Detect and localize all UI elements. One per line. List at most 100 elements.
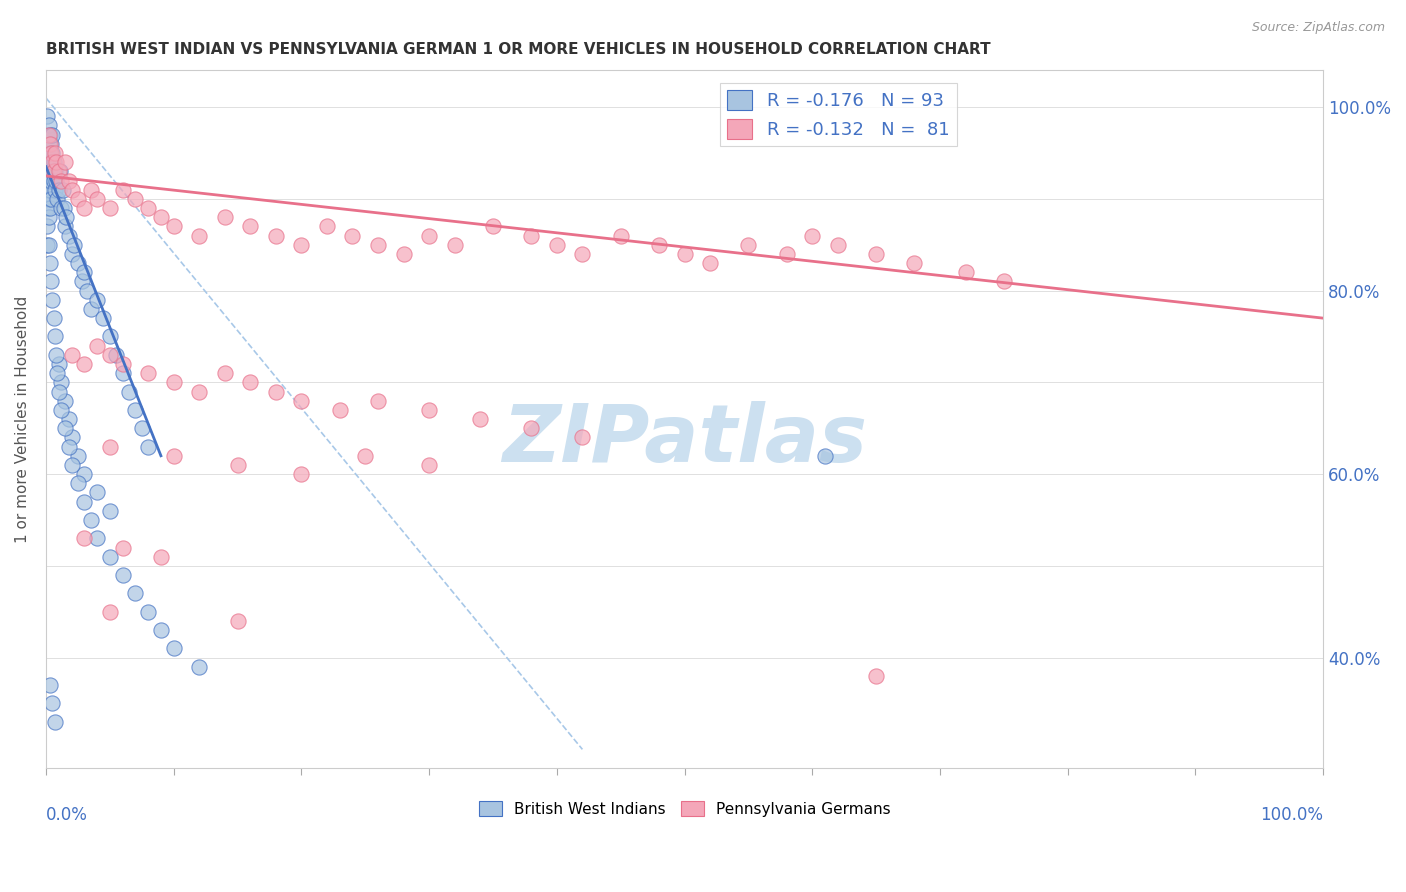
Point <box>38 173 60 187</box>
Point <box>46 366 69 380</box>
Point <box>98 348 121 362</box>
Text: Source: ZipAtlas.com: Source: ZipAtlas.com <box>1251 21 1385 34</box>
Point <box>63 237 86 252</box>
Point <box>37 201 59 215</box>
Point <box>53 155 76 169</box>
Point <box>44 146 66 161</box>
Point <box>136 440 159 454</box>
Point <box>648 237 671 252</box>
Point <box>38 136 60 151</box>
Point <box>865 669 887 683</box>
Point <box>44 329 66 343</box>
Point <box>66 476 89 491</box>
Point <box>37 219 59 234</box>
Point <box>342 228 364 243</box>
Point <box>418 458 440 472</box>
Point <box>86 192 108 206</box>
Point <box>76 284 98 298</box>
Point <box>993 275 1015 289</box>
Point <box>73 357 96 371</box>
Point <box>776 247 799 261</box>
Point <box>163 376 186 390</box>
Point <box>48 183 70 197</box>
Point <box>37 164 59 178</box>
Point <box>38 164 60 178</box>
Point <box>42 173 65 187</box>
Point <box>571 430 593 444</box>
Point <box>98 440 121 454</box>
Text: BRITISH WEST INDIAN VS PENNSYLVANIA GERMAN 1 OR MORE VEHICLES IN HOUSEHOLD CORRE: BRITISH WEST INDIAN VS PENNSYLVANIA GERM… <box>46 42 991 57</box>
Point <box>39 155 62 169</box>
Point <box>264 384 287 399</box>
Point <box>60 247 83 261</box>
Point <box>73 532 96 546</box>
Point <box>45 155 67 169</box>
Point <box>38 211 60 225</box>
Point <box>737 237 759 252</box>
Point <box>42 155 65 169</box>
Point <box>86 293 108 307</box>
Point <box>214 366 236 380</box>
Text: 0.0%: 0.0% <box>46 806 87 824</box>
Point <box>58 173 80 187</box>
Point <box>418 403 440 417</box>
Point <box>38 256 60 270</box>
Point <box>37 183 59 197</box>
Point <box>98 201 121 215</box>
Point <box>392 247 415 261</box>
Point <box>53 393 76 408</box>
Point <box>48 357 70 371</box>
Point <box>571 247 593 261</box>
Point <box>48 384 70 399</box>
Point <box>60 348 83 362</box>
Point <box>329 403 352 417</box>
Point <box>865 247 887 261</box>
Point <box>70 275 93 289</box>
Point <box>105 348 128 362</box>
Point <box>52 183 75 197</box>
Point <box>38 201 60 215</box>
Legend: R = -0.176   N = 93, R = -0.132   N =  81: R = -0.176 N = 93, R = -0.132 N = 81 <box>720 83 956 146</box>
Point <box>52 201 75 215</box>
Point <box>149 623 172 637</box>
Point <box>354 449 377 463</box>
Point <box>316 219 339 234</box>
Point <box>188 660 211 674</box>
Point <box>53 421 76 435</box>
Point <box>124 192 146 206</box>
Point <box>163 641 186 656</box>
Point <box>66 256 89 270</box>
Point <box>51 376 73 390</box>
Point <box>41 697 63 711</box>
Point <box>38 119 60 133</box>
Point <box>42 311 65 326</box>
Point <box>73 494 96 508</box>
Point <box>53 219 76 234</box>
Point <box>39 275 62 289</box>
Point <box>482 219 505 234</box>
Point <box>163 219 186 234</box>
Point <box>37 128 59 142</box>
Point <box>66 449 89 463</box>
Point <box>367 237 389 252</box>
Point <box>546 237 568 252</box>
Point <box>443 237 465 252</box>
Point <box>955 265 977 279</box>
Point <box>111 568 134 582</box>
Point <box>86 339 108 353</box>
Text: ZIPatlas: ZIPatlas <box>502 401 868 479</box>
Point <box>814 449 837 463</box>
Point <box>51 173 73 187</box>
Point <box>111 541 134 555</box>
Point <box>290 467 312 482</box>
Text: 100.0%: 100.0% <box>1260 806 1323 824</box>
Point <box>51 403 73 417</box>
Point <box>111 357 134 371</box>
Point <box>801 228 824 243</box>
Point <box>38 146 60 161</box>
Point <box>41 155 63 169</box>
Point <box>367 393 389 408</box>
Point <box>136 366 159 380</box>
Point <box>45 173 67 187</box>
Point <box>46 192 69 206</box>
